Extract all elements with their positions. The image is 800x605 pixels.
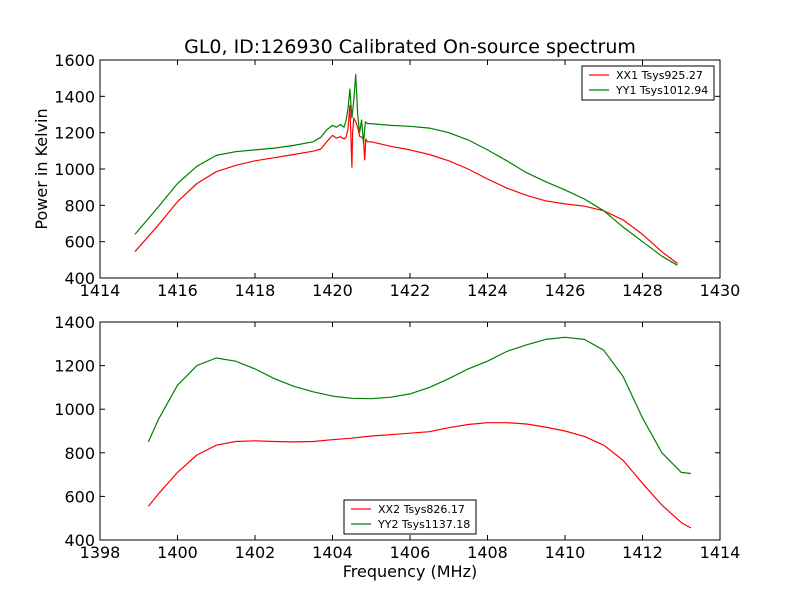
y-tick-label: 1200 xyxy=(54,124,95,143)
series-line-1-1 xyxy=(134,104,678,264)
legend-box-1 xyxy=(581,65,715,101)
y-tick-label: 1600 xyxy=(54,51,95,70)
y-tick-label: 1200 xyxy=(54,357,95,376)
y-tick-label: 400 xyxy=(64,269,95,288)
x-axis-title: Frequency (MHz) xyxy=(343,562,477,581)
x-tick-label: 1412 xyxy=(622,543,663,562)
series-line-2-2 xyxy=(147,336,691,475)
series-line-2-1 xyxy=(147,422,692,529)
y-tick-label: 600 xyxy=(64,233,95,252)
legend-label: YY2 Tsys1137.18 xyxy=(377,518,470,531)
x-tick-label: 1430 xyxy=(700,281,741,300)
x-tick-label: 1420 xyxy=(312,281,353,300)
y-tick-label: 400 xyxy=(64,531,95,550)
x-tick-label: 1398 xyxy=(80,543,121,562)
legend-box-2 xyxy=(343,499,477,535)
y-tick-label: 1400 xyxy=(54,87,95,106)
y-tick-label: 800 xyxy=(64,196,95,215)
x-tick-label: 1404 xyxy=(312,543,353,562)
chart-title: GL0, ID:126930 Calibrated On-source spec… xyxy=(184,36,636,58)
x-tick-label: 1414 xyxy=(700,543,741,562)
y-tick-label: 1000 xyxy=(54,400,95,419)
x-tick-label: 1418 xyxy=(235,281,276,300)
x-tick-label: 1406 xyxy=(390,543,431,562)
x-tick-label: 1422 xyxy=(390,281,431,300)
x-tick-label: 1428 xyxy=(622,281,663,300)
legend-label: XX1 Tsys925.27 xyxy=(616,69,703,82)
x-tick-label: 1402 xyxy=(235,543,276,562)
y-axis-title: Power in Kelvin xyxy=(32,108,51,229)
y-tick-label: 1400 xyxy=(54,313,95,332)
x-tick-label: 1410 xyxy=(545,543,586,562)
x-tick-label: 1416 xyxy=(157,281,198,300)
legend-label: YY1 Tsys1012.94 xyxy=(615,84,708,97)
y-tick-label: 600 xyxy=(64,487,95,506)
y-tick-label: 1000 xyxy=(54,160,95,179)
x-tick-label: 1400 xyxy=(157,543,198,562)
y-tick-label: 800 xyxy=(64,444,95,463)
series-line-1-2 xyxy=(134,73,678,266)
x-tick-label: 1414 xyxy=(80,281,121,300)
x-tick-label: 1408 xyxy=(467,543,508,562)
x-tick-label: 1424 xyxy=(467,281,508,300)
legend-label: XX2 Tsys826.17 xyxy=(378,503,465,516)
x-tick-label: 1426 xyxy=(545,281,586,300)
